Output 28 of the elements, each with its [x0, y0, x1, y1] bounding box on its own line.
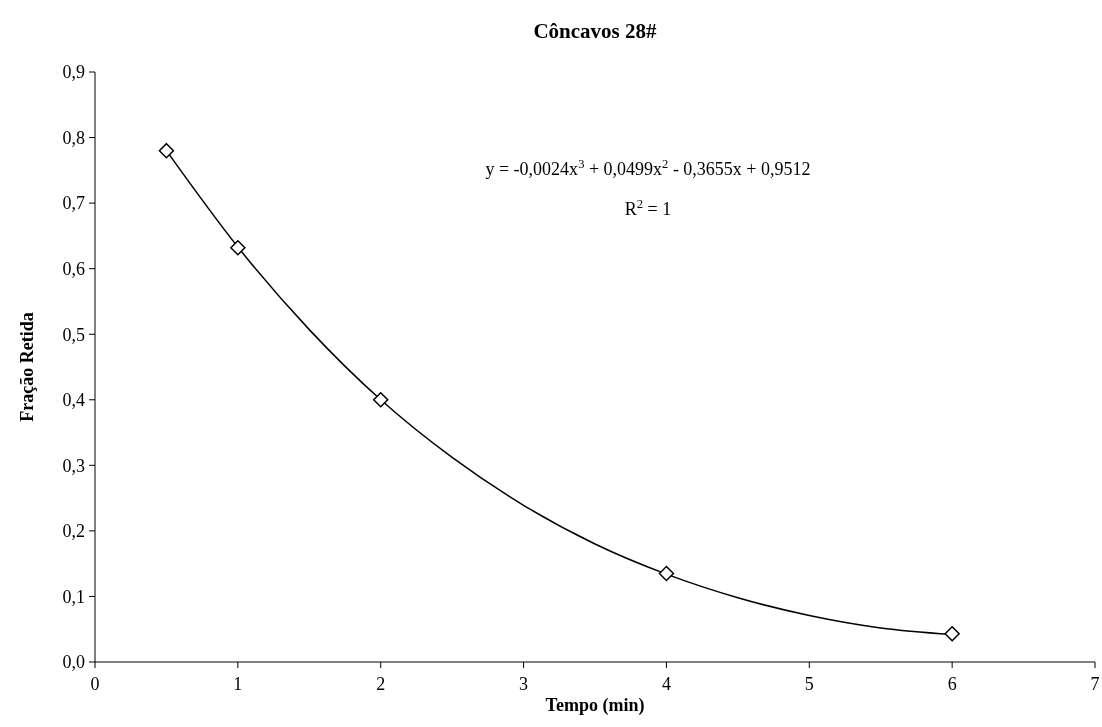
y-tick-label: 0,9 — [62, 62, 85, 83]
y-tick-label: 0,8 — [62, 127, 85, 148]
point — [230, 239, 246, 256]
y-tick-label: 0,3 — [62, 455, 85, 476]
y-tick-label: 0,5 — [62, 324, 85, 345]
y-tick-label: 0,7 — [62, 193, 85, 214]
y-tick-label: 0,4 — [62, 390, 85, 411]
y-tick-label: 0,0 — [62, 652, 85, 673]
x-tick-label: 4 — [661, 674, 671, 694]
y-tick-label: 0,6 — [62, 258, 85, 279]
annotation: R$^{2}$ = 1 — [624, 197, 672, 219]
annotation: y = -0,0024x$^{3}$ + 0,0499x$^{2}$ - 0,3655x + 0,9512 — [485, 157, 811, 179]
x-tick-label: 0 — [90, 674, 100, 694]
x-tick-label: 7 — [1090, 674, 1100, 694]
x-tick-label: 2 — [376, 674, 386, 694]
x-tick-label: 5 — [804, 674, 814, 694]
x-tick-label: 1 — [233, 674, 243, 694]
y-tick-label: 0,1 — [62, 586, 85, 607]
x-axis-title: Tempo (min) — [545, 695, 645, 716]
x-tick-label: 6 — [947, 674, 957, 694]
point — [944, 626, 960, 642]
x-tick-label: 3 — [519, 674, 529, 694]
y-tick-label: 0,2 — [62, 521, 85, 542]
point — [658, 565, 675, 582]
point — [158, 142, 175, 159]
y-axis-title: Fração Retida — [17, 312, 37, 422]
point — [372, 392, 389, 408]
chart-title: Côncavos 28# — [533, 19, 658, 43]
